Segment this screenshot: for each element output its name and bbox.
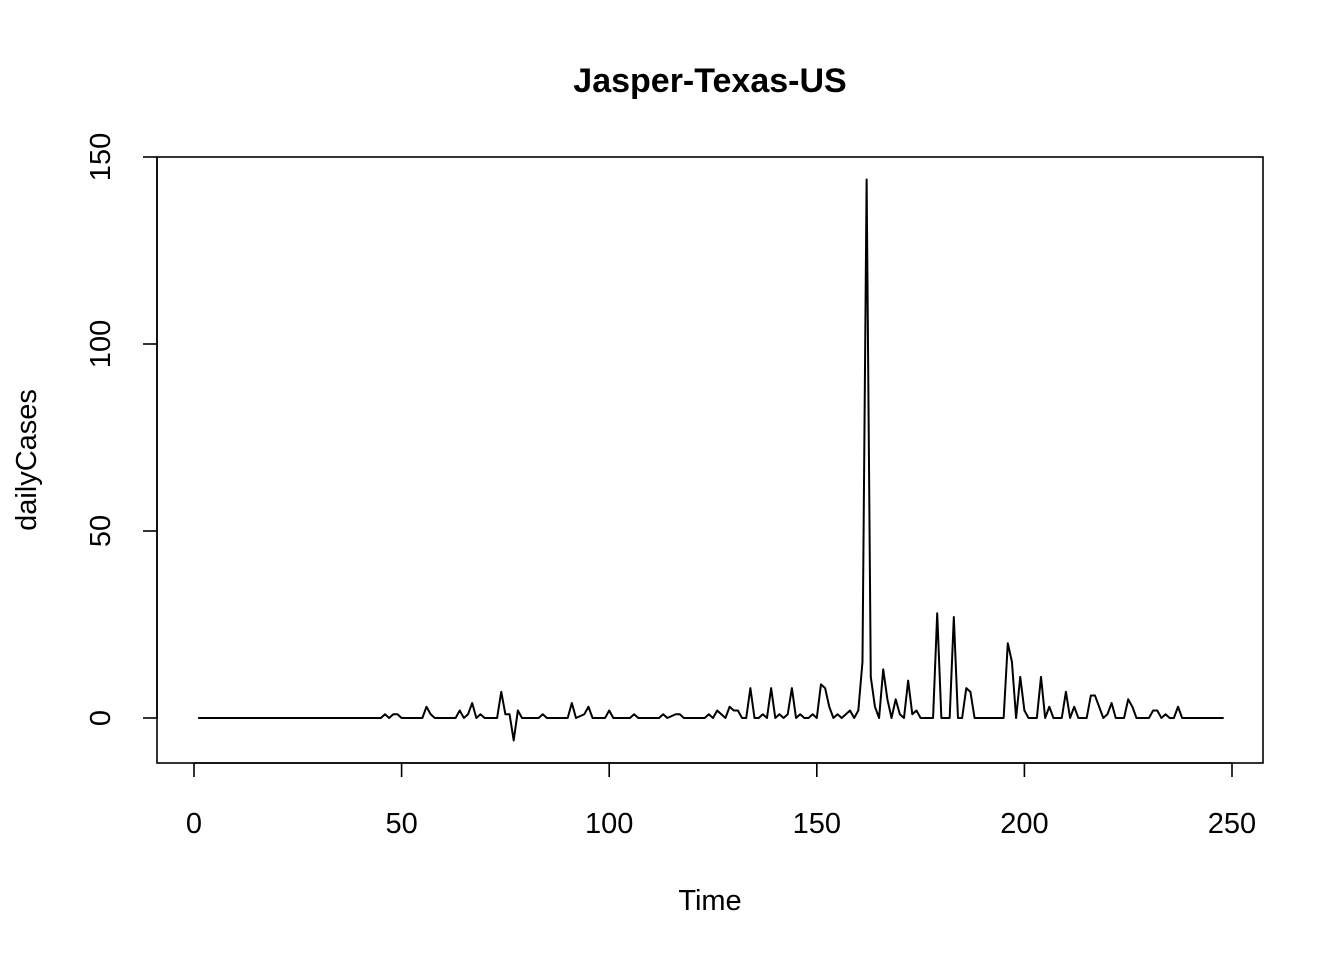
- y-axis-label: dailyCases: [11, 389, 43, 531]
- x-tick-label: 250: [1208, 808, 1256, 840]
- series-group: [198, 178, 1224, 742]
- y-tick-label: 0: [85, 710, 117, 726]
- x-tick-label: 0: [186, 808, 202, 840]
- y-tick-label: 100: [85, 320, 117, 368]
- y-tick-label: 150: [85, 133, 117, 181]
- x-axis-label: Time: [678, 885, 741, 917]
- x-tick-label: 100: [585, 808, 633, 840]
- x-tick-label: 150: [793, 808, 841, 840]
- series-line: [198, 178, 1224, 742]
- y-axis: 0 50 100 150: [85, 133, 158, 726]
- x-tick-label: 200: [1000, 808, 1048, 840]
- y-tick-label: 50: [85, 515, 117, 547]
- plot-frame: [156, 156, 1264, 764]
- x-axis: 0 50 100 150 200 250: [186, 762, 1256, 840]
- x-tick-label: 50: [385, 808, 417, 840]
- chart-title: Jasper-Texas-US: [573, 62, 846, 100]
